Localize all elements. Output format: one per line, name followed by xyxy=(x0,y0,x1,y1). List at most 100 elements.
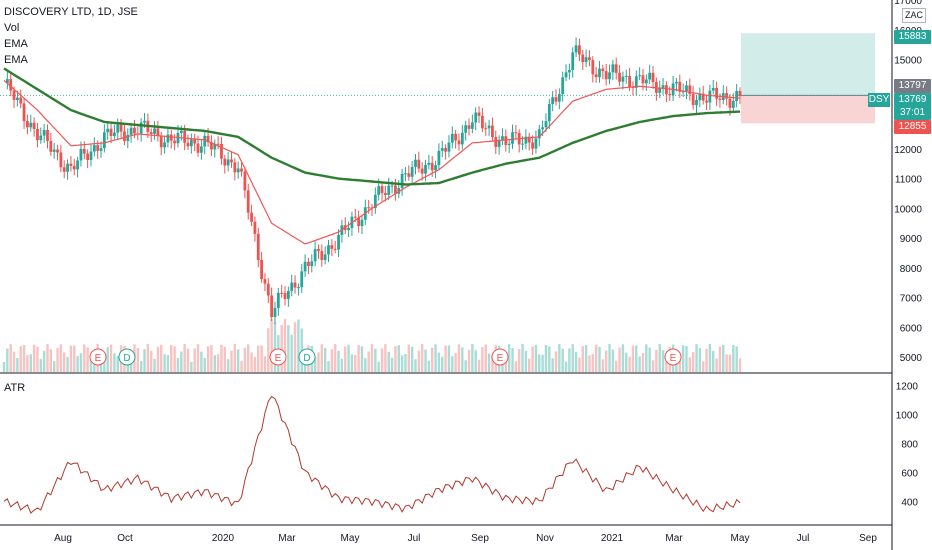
candle-body xyxy=(52,149,56,152)
volume-bar xyxy=(511,348,514,372)
candle-body xyxy=(213,143,217,150)
volume-bar xyxy=(273,322,277,372)
candle-body xyxy=(507,143,511,145)
volume-bar xyxy=(230,350,233,372)
candle-body xyxy=(464,125,468,133)
atr-line xyxy=(3,395,741,514)
volume-bar xyxy=(213,355,216,372)
candle-body xyxy=(698,93,702,101)
chart-title: DISCOVERY LTD, 1D, JSE xyxy=(4,6,138,18)
candle-body xyxy=(39,135,43,141)
candle-body xyxy=(554,97,558,102)
candle-body xyxy=(19,97,23,104)
volume-bar xyxy=(263,356,267,372)
candle-body xyxy=(601,68,605,72)
candle-body xyxy=(42,129,46,136)
volume-bar xyxy=(200,351,203,372)
candle-body xyxy=(551,97,555,105)
time-axis-tick: Sep xyxy=(859,533,877,544)
event-marker xyxy=(298,348,316,366)
candle-body xyxy=(624,75,628,77)
volume-bar xyxy=(216,354,220,372)
candle-body xyxy=(511,132,514,144)
candle-body xyxy=(313,249,317,262)
candle-body xyxy=(36,129,39,141)
candle-body xyxy=(390,185,394,187)
volume-bar xyxy=(109,344,113,372)
time-axis-tick: Aug xyxy=(54,533,72,544)
event-marker-label: E xyxy=(95,353,102,364)
event-marker xyxy=(118,348,136,366)
atr-pane-title[interactable]: ATR xyxy=(4,382,26,394)
volume-bar xyxy=(6,348,9,372)
volume-bar xyxy=(685,345,688,372)
price-axis-tick: 15000 xyxy=(894,56,922,67)
indicator-label-vol[interactable]: Vol xyxy=(4,22,20,34)
candle-body xyxy=(641,75,645,84)
volume-bar xyxy=(638,356,641,372)
candle-body xyxy=(273,308,277,318)
candle-body xyxy=(631,87,635,89)
volume-bar xyxy=(541,354,544,372)
volume-bar xyxy=(615,360,618,372)
candle-body xyxy=(618,72,621,82)
price-axis-tick: 8000 xyxy=(900,264,923,275)
volume-bar xyxy=(404,354,407,372)
candle-body xyxy=(614,64,618,73)
volume-bar xyxy=(414,359,417,372)
candle-body xyxy=(99,148,103,151)
candle-body xyxy=(725,93,729,99)
volume-bar xyxy=(604,350,608,372)
volume-bar xyxy=(588,355,591,372)
event-marker-label: E xyxy=(275,353,282,364)
volume-bar xyxy=(32,344,36,372)
volume-bar xyxy=(434,344,437,372)
candle-body xyxy=(189,139,193,147)
indicator-label-ema-2[interactable]: EMA xyxy=(4,54,28,66)
indicator-label-ema-1[interactable]: EMA xyxy=(4,38,28,50)
volume-bar xyxy=(320,344,324,372)
volume-bar xyxy=(22,345,26,372)
volume-bar xyxy=(136,347,140,372)
candle-body xyxy=(243,171,247,191)
candle-body xyxy=(317,249,320,252)
candle-body xyxy=(26,121,29,128)
candle-body xyxy=(357,217,361,227)
volume-bar xyxy=(153,358,156,372)
candle-body xyxy=(514,132,518,134)
volume-bar xyxy=(16,357,19,372)
candle-body xyxy=(293,282,297,288)
volume-bar xyxy=(113,353,116,372)
candle-body xyxy=(484,128,488,130)
volume-bar xyxy=(594,344,598,372)
candle-body xyxy=(96,145,100,151)
candle-body xyxy=(5,79,9,84)
candle-body xyxy=(501,136,504,141)
volume-bar xyxy=(250,352,253,372)
volume-bar xyxy=(484,344,487,372)
volume-bar xyxy=(702,361,705,372)
time-axis-tick: Jul xyxy=(408,533,421,544)
candle-body xyxy=(15,97,19,101)
candle-body xyxy=(651,72,655,83)
candle-body xyxy=(377,186,381,195)
candle-body xyxy=(290,282,294,291)
volume-bar xyxy=(518,349,521,372)
currency-label[interactable]: ZAC xyxy=(902,8,926,23)
candle-body xyxy=(735,91,739,101)
volume-bar xyxy=(106,347,109,372)
candle-body xyxy=(179,130,183,134)
candle-body xyxy=(109,128,113,136)
candle-body xyxy=(571,52,575,70)
volume-bar xyxy=(681,345,685,372)
candle-body xyxy=(668,94,672,96)
candle-body xyxy=(203,135,207,147)
volume-bar xyxy=(176,358,180,372)
volume-bar xyxy=(323,348,327,372)
candle-body xyxy=(176,133,180,144)
candle-body xyxy=(434,165,437,171)
volume-bar xyxy=(544,344,548,372)
volume-bar xyxy=(146,344,150,372)
candle-body xyxy=(22,103,26,122)
